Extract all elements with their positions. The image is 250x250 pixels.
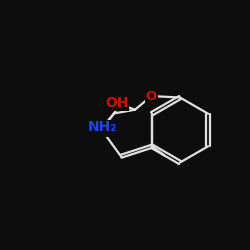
Text: NH₂: NH₂ (88, 120, 117, 134)
Text: O: O (146, 90, 157, 102)
Text: OH: OH (105, 96, 129, 110)
Text: O: O (96, 124, 108, 136)
